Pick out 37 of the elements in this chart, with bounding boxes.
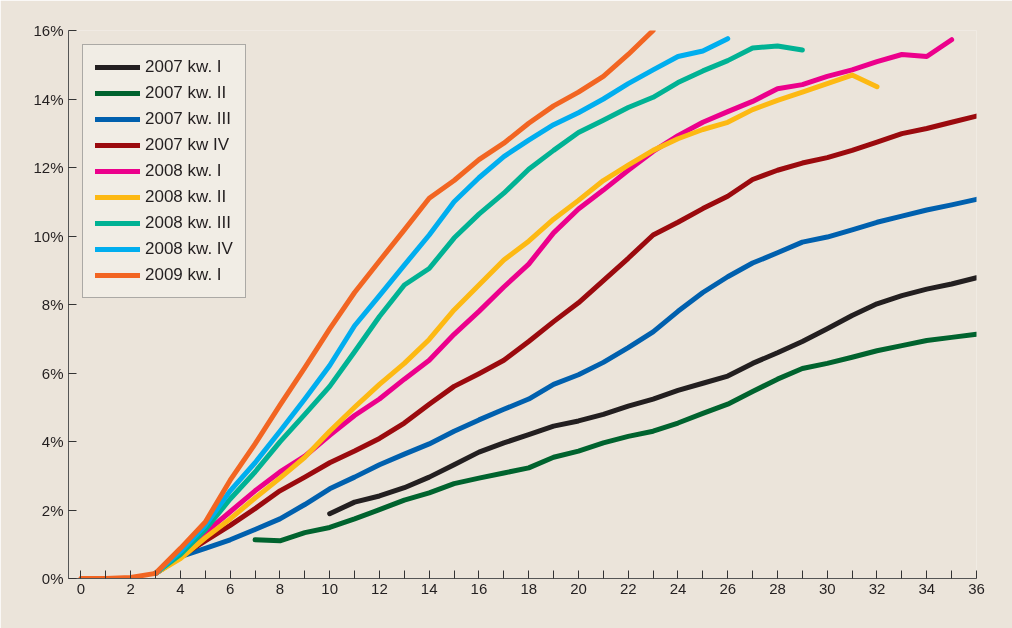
- x-tick-label: 10: [321, 579, 339, 597]
- legend-label: 2009 kw. I: [145, 265, 222, 285]
- legend-label: 2008 kw. I: [145, 161, 222, 181]
- y-tick-label: 2%: [41, 501, 64, 519]
- x-tick-label: 4: [176, 579, 185, 597]
- x-tick-label: 32: [868, 579, 886, 597]
- x-tick-label: 22: [619, 579, 637, 597]
- y-tick-label: 10%: [33, 227, 64, 245]
- x-tick-label: 34: [918, 579, 936, 597]
- x-tick-label: 12: [371, 579, 388, 597]
- legend-label: 2008 kw. III: [145, 213, 231, 233]
- legend-label: 2008 kw. II: [145, 187, 227, 207]
- x-tick-label: 28: [769, 579, 786, 597]
- y-tick-label: 0%: [41, 570, 64, 587]
- y-tick-label: 8%: [41, 296, 64, 313]
- legend-label: 2007 kw. I: [145, 57, 222, 77]
- x-tick-label: 24: [669, 579, 687, 597]
- x-tick-label: 2: [126, 579, 135, 597]
- x-tick-label: 16: [470, 579, 488, 597]
- x-tick-label: 26: [719, 579, 737, 597]
- y-tick-label: 6%: [41, 364, 64, 382]
- x-tick-label: 20: [570, 579, 587, 597]
- y-tick-label: 14%: [33, 90, 64, 108]
- x-tick-label: 0: [76, 579, 86, 597]
- y-tick-label: 4%: [41, 433, 64, 450]
- legend-label: 2007 kw. II: [145, 83, 227, 103]
- legend-label: 2007 kw IV: [145, 135, 230, 155]
- x-tick-label: 6: [226, 579, 235, 597]
- y-tick-label: 16%: [33, 22, 64, 39]
- x-tick-label: 8: [275, 579, 285, 597]
- legend-label: 2008 kw. IV: [145, 239, 233, 259]
- y-tick-label: 12%: [33, 159, 64, 176]
- x-tick-label: 30: [818, 579, 836, 597]
- x-tick-label: 14: [420, 579, 438, 597]
- x-tick-label: 36: [968, 579, 985, 597]
- legend-label: 2007 kw. III: [145, 109, 231, 129]
- x-tick-label: 18: [520, 579, 538, 597]
